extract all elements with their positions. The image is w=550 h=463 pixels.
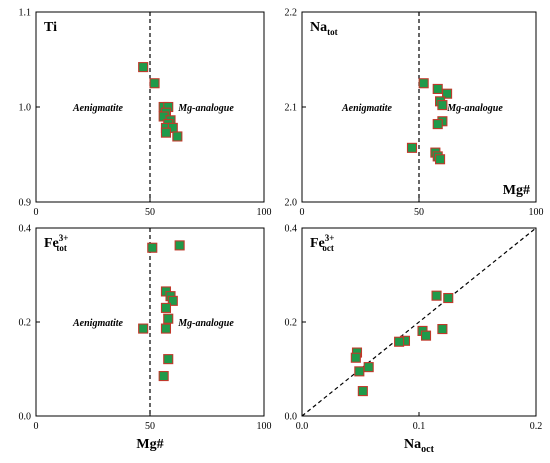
panel-label-main: Ti — [44, 20, 57, 35]
x-axis-title-main: Mg# — [136, 437, 163, 452]
y-tick-label: 2.1 — [285, 103, 298, 114]
panel-label: Ti — [44, 20, 57, 35]
x-axis-title-sub: oct — [421, 444, 434, 455]
x-axis-title: Mg# — [503, 183, 530, 198]
panel-label: Fe3+ oct — [310, 233, 334, 253]
data-point — [418, 78, 429, 89]
data-point — [431, 290, 442, 301]
data-point — [138, 62, 149, 73]
data-point — [432, 83, 443, 94]
region-label-right: Mg-analogue — [446, 103, 503, 114]
data-point — [172, 131, 183, 142]
data-point — [163, 313, 174, 324]
data-point — [158, 370, 169, 382]
data-point — [354, 366, 365, 377]
data-point — [160, 323, 172, 334]
panel-label-sub: oct — [322, 243, 334, 253]
data-point — [147, 242, 158, 253]
x-tick-label: 0.1 — [413, 421, 426, 432]
data-point — [149, 78, 160, 89]
x-tick-label: 0.0 — [296, 421, 309, 432]
y-tick-label: 2.2 — [285, 8, 298, 19]
region-label-left: Aenigmatite — [341, 103, 393, 114]
data-point — [437, 100, 448, 111]
y-tick-label: 1.1 — [19, 8, 32, 19]
x-axis-title-main: Mg# — [503, 183, 530, 198]
panel-label-main: Fe — [310, 236, 325, 251]
data-point — [350, 352, 361, 363]
data-point — [160, 302, 172, 313]
x-tick-label: 0.2 — [530, 421, 543, 432]
data-point — [420, 330, 432, 341]
one-to-one-line — [301, 227, 537, 417]
data-point — [160, 127, 172, 138]
data-point — [437, 323, 448, 335]
data-point — [167, 295, 178, 306]
data-point — [406, 142, 418, 153]
data-point — [432, 119, 443, 130]
x-tick-label: 0 — [300, 207, 305, 218]
x-axis-title: Mg# — [136, 437, 163, 452]
panel-natot: 0 50 100 2.0 2.1 2.2 Aenigmatite Mg-analogue Nat… — [285, 8, 544, 219]
panel-fe3tot: 0 50 100 0.0 0.2 0.4 Aenigmatite Mg-analogue Fe3… — [19, 224, 272, 453]
panel-label-sup: 3+ — [325, 233, 335, 243]
panel-label: Fe3+ tot — [44, 233, 68, 253]
data-point — [357, 386, 368, 397]
y-tick-label: 2.0 — [285, 198, 298, 209]
y-tick-label: 0.0 — [285, 412, 298, 423]
y-tick-label: 1.0 — [19, 103, 32, 114]
x-tick-label: 100 — [257, 207, 272, 218]
panel-label-sub: tot — [56, 243, 67, 253]
region-label-left: Aenigmatite — [72, 318, 124, 329]
x-tick-label: 50 — [414, 207, 424, 218]
x-tick-label: 50 — [145, 421, 155, 432]
data-point — [174, 240, 185, 251]
x-axis-title: Naoct — [404, 437, 435, 455]
panel-ti: 0 50 100 0.9 1.0 1.1 Aenigmatite Mg-analogue Ti — [19, 8, 272, 219]
y-tick-label: 0.2 — [19, 318, 32, 329]
y-tick-label: 0.9 — [19, 198, 32, 209]
data-point — [443, 292, 454, 304]
x-tick-label: 100 — [529, 207, 544, 218]
x-tick-label: 100 — [257, 421, 272, 432]
panel-label: Natot — [310, 20, 338, 37]
y-tick-label: 0.4 — [19, 224, 32, 235]
data-point — [363, 362, 374, 373]
y-tick-label: 0.4 — [285, 224, 298, 235]
x-tick-label: 0 — [34, 421, 39, 432]
region-label-right: Mg-analogue — [177, 318, 234, 329]
x-tick-label: 0 — [34, 207, 39, 218]
panel-label-main: Na — [310, 20, 327, 35]
x-tick-label: 50 — [145, 207, 155, 218]
region-label-right: Mg-analogue — [177, 103, 234, 114]
data-point — [442, 88, 453, 99]
x-axis-title-main: Na — [404, 437, 421, 452]
data-point — [163, 354, 174, 365]
data-point — [394, 336, 405, 347]
region-label-left: Aenigmatite — [72, 103, 124, 114]
data-point — [138, 323, 149, 334]
panel-label-sup: 3+ — [59, 233, 69, 243]
panel-label-main: Fe — [44, 236, 59, 251]
y-tick-label: 0.0 — [19, 412, 32, 423]
data-point — [435, 154, 446, 165]
panel-label-sub: tot — [327, 27, 338, 37]
y-tick-label: 0.2 — [285, 318, 298, 329]
